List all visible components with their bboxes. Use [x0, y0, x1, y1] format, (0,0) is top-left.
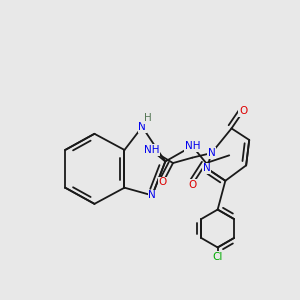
Text: NH: NH: [184, 141, 200, 151]
Text: N: N: [148, 190, 156, 200]
Text: O: O: [159, 177, 167, 187]
Text: O: O: [188, 180, 196, 190]
Text: H: H: [144, 113, 152, 123]
Text: N: N: [208, 148, 215, 158]
Text: N: N: [203, 164, 211, 173]
Text: O: O: [239, 106, 247, 116]
Text: NH: NH: [144, 145, 159, 155]
Text: Cl: Cl: [212, 252, 223, 262]
Text: N: N: [138, 122, 146, 132]
